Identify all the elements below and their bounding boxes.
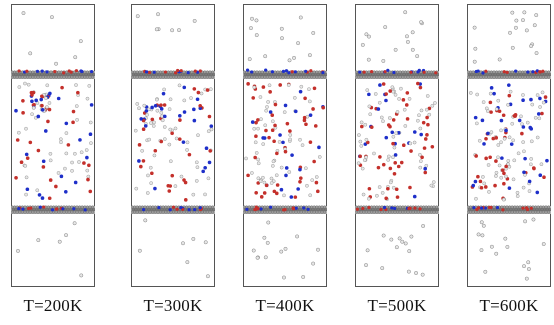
vapor-atoms <box>135 12 210 279</box>
panel-400k <box>243 4 327 287</box>
bottom-surface-layer <box>131 205 215 214</box>
panel-600k <box>467 4 551 287</box>
snapshot-300k <box>131 4 215 287</box>
snapshot-200k <box>11 4 95 287</box>
top-surface-layer <box>355 68 439 79</box>
snapshot-500k <box>355 4 439 287</box>
panel-200k <box>11 4 95 287</box>
top-surface-layer <box>467 69 551 79</box>
panel-300k <box>131 4 215 287</box>
caption-500k: T=500K <box>367 296 427 315</box>
top-surface-layer <box>243 68 327 79</box>
caption-400k: T=400K <box>255 296 315 315</box>
confined-atoms <box>14 81 94 201</box>
confined-atoms <box>356 81 437 201</box>
top-surface-layer <box>131 68 215 79</box>
simulation-box <box>131 4 215 287</box>
bottom-surface-layer <box>467 205 551 214</box>
snapshot-400k <box>243 4 327 287</box>
caption-600k: T=600K <box>479 296 539 315</box>
caption-200k: T=200K <box>23 296 83 315</box>
caption-300k: T=300K <box>143 296 203 315</box>
panel-500k <box>355 4 439 287</box>
confined-atoms <box>244 82 326 199</box>
vapor-atoms <box>360 10 426 277</box>
confined-atoms <box>133 83 214 202</box>
simulation-box <box>243 4 327 287</box>
snapshot-600k <box>467 4 551 287</box>
top-surface-layer <box>11 69 95 79</box>
simulation-box <box>11 4 95 287</box>
vapor-atoms <box>472 10 546 281</box>
simulation-box <box>467 4 551 287</box>
vapor-atoms <box>247 15 320 280</box>
vapor-atoms <box>16 11 84 278</box>
confined-atoms <box>469 83 549 202</box>
bottom-surface-layer <box>355 205 439 214</box>
bottom-surface-layer <box>243 205 327 214</box>
simulation-box <box>355 4 439 287</box>
bottom-surface-layer <box>11 205 95 214</box>
